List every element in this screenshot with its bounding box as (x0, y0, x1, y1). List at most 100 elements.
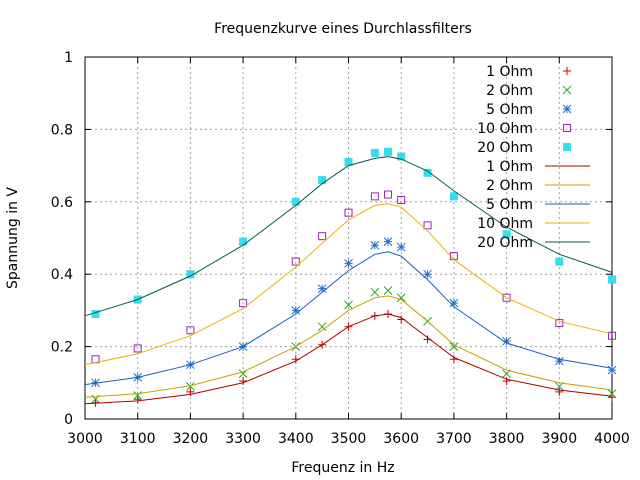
data-point-5-ohm (502, 336, 511, 346)
y-tick-label: 0.2 (51, 340, 73, 356)
legend-marker-5-ohm (562, 104, 572, 114)
data-point-5-ohm (607, 365, 617, 375)
data-point-20-ohm (318, 176, 327, 185)
fit-line-5-ohm-path (84, 251, 613, 386)
data-point-20-ohm (186, 270, 195, 279)
x-tick-label: 3100 (120, 431, 156, 447)
x-axis-label: Frequenz in Hz (291, 460, 394, 476)
fit-line-20-ohm (84, 156, 613, 317)
data-point-2-ohm (344, 300, 353, 310)
data-point-10-ohm (318, 232, 327, 241)
data-point-2-ohm (317, 322, 327, 332)
legend-label-5-ohm: 5 Ohm (486, 102, 533, 118)
data-point-20-ohm (344, 157, 353, 166)
x-tick-label: 3300 (225, 431, 261, 447)
legend: 1 Ohm 2 Ohm 5 Ohm 10 Ohm 20 Ohm 1 Ohm 2 Ohm 5 O… (477, 64, 590, 251)
data-point-5-ohm (383, 237, 393, 246)
data-point-5-ohm (344, 258, 353, 268)
data-point-10-ohm (397, 195, 406, 204)
y-tick-label: 0.8 (51, 122, 73, 138)
y-tick-label: 0.6 (51, 195, 73, 211)
legend-label-20-ohm: 20 Ohm (477, 140, 533, 156)
data-point-5-ohm (423, 269, 432, 279)
x-tick-label: 3800 (489, 431, 525, 447)
legend-marker-10-ohm (563, 124, 571, 132)
data-point-1-ohm (502, 376, 511, 385)
data-point-10-ohm (384, 190, 393, 199)
fit-line-2-ohm (84, 295, 613, 398)
data-point-10-ohm (502, 293, 511, 302)
x-tick-label: 3600 (383, 431, 419, 447)
data-point-5-ohm (317, 284, 327, 294)
data-point-10-ohm (608, 331, 616, 340)
data-point-10-ohm (370, 192, 379, 201)
data-point-10-ohm (133, 344, 142, 353)
data-point-2-ohm (396, 293, 406, 303)
fit-line-20-ohm-path (84, 156, 613, 317)
x-tick-label: 3500 (331, 431, 367, 447)
fit-line-1-ohm-path (84, 313, 613, 405)
data-point-20-ohm (370, 148, 379, 157)
y-tick-label: 0 (64, 412, 73, 428)
data-point-10-ohm (344, 208, 353, 217)
data-point-10-ohm (239, 299, 248, 308)
data-point-20-ohm (91, 310, 100, 319)
legend-label-1-ohm: 1 Ohm (486, 159, 533, 175)
data-point-20-ohm (291, 197, 300, 206)
legend-label-5-ohm: 5 Ohm (486, 197, 533, 213)
y-tick-label: 1 (64, 50, 73, 66)
data-series-5-ohm (91, 237, 617, 388)
data-point-10-ohm (186, 326, 195, 335)
data-series-20-ohm (91, 147, 616, 319)
data-point-10-ohm (555, 319, 564, 328)
x-tick-label: 3200 (173, 431, 209, 447)
data-point-10-ohm (423, 221, 432, 230)
data-point-5-ohm (291, 306, 301, 315)
legend-label-10-ohm: 10 Ohm (477, 216, 533, 232)
y-tick-label: 0.4 (51, 267, 73, 283)
x-tick-label: 3700 (436, 431, 472, 447)
data-point-20-ohm (449, 192, 458, 201)
data-point-5-ohm (554, 356, 564, 366)
data-point-5-ohm (449, 298, 459, 308)
data-point-20-ohm (608, 275, 616, 284)
y-axis-label: Spannung in V (5, 187, 21, 289)
data-point-1-ohm (133, 395, 142, 404)
grid (85, 57, 612, 419)
data-point-5-ohm (396, 242, 406, 252)
data-point-5-ohm (370, 240, 380, 250)
fit-line-5-ohm (84, 251, 613, 386)
data-point-1-ohm (555, 387, 564, 396)
x-tick-label: 3000 (67, 431, 103, 447)
legend-marker-2-ohm (562, 85, 572, 95)
data-point-20-ohm (239, 237, 248, 246)
legend-label-10-ohm: 10 Ohm (477, 121, 533, 137)
data-point-2-ohm (383, 286, 393, 295)
legend-label-1-ohm: 1 Ohm (486, 64, 533, 80)
fit-line-1-ohm (84, 313, 613, 405)
fit-line-10-ohm-path (84, 203, 613, 366)
x-tick-label: 4000 (594, 431, 630, 447)
series-layer (84, 147, 617, 407)
data-point-20-ohm (397, 152, 406, 161)
axis-ticks: 3000 3100 3200 3300 3400 3500 3600 3700 3800 3900… (51, 50, 630, 447)
fit-line-2-ohm-path (84, 295, 613, 398)
data-point-1-ohm (608, 393, 616, 402)
data-point-20-ohm (384, 147, 393, 156)
legend-marker-1-ohm (563, 67, 571, 75)
legend-label-2-ohm: 2 Ohm (486, 83, 533, 99)
data-point-2-ohm (370, 287, 380, 297)
legend-label-20-ohm: 20 Ohm (477, 235, 533, 251)
legend-label-2-ohm: 2 Ohm (486, 178, 533, 194)
data-point-10-ohm (291, 257, 300, 266)
data-point-1-ohm (239, 376, 248, 385)
data-series-10-ohm (91, 190, 616, 364)
data-point-20-ohm (555, 257, 564, 266)
fit-line-10-ohm (84, 203, 613, 366)
data-point-2-ohm (186, 382, 195, 391)
x-tick-label: 3400 (278, 431, 314, 447)
x-tick-label: 3900 (541, 431, 577, 447)
data-point-1-ohm (449, 355, 458, 364)
chart-title: Frequenzkurve eines Durchlassfilters (214, 21, 472, 37)
